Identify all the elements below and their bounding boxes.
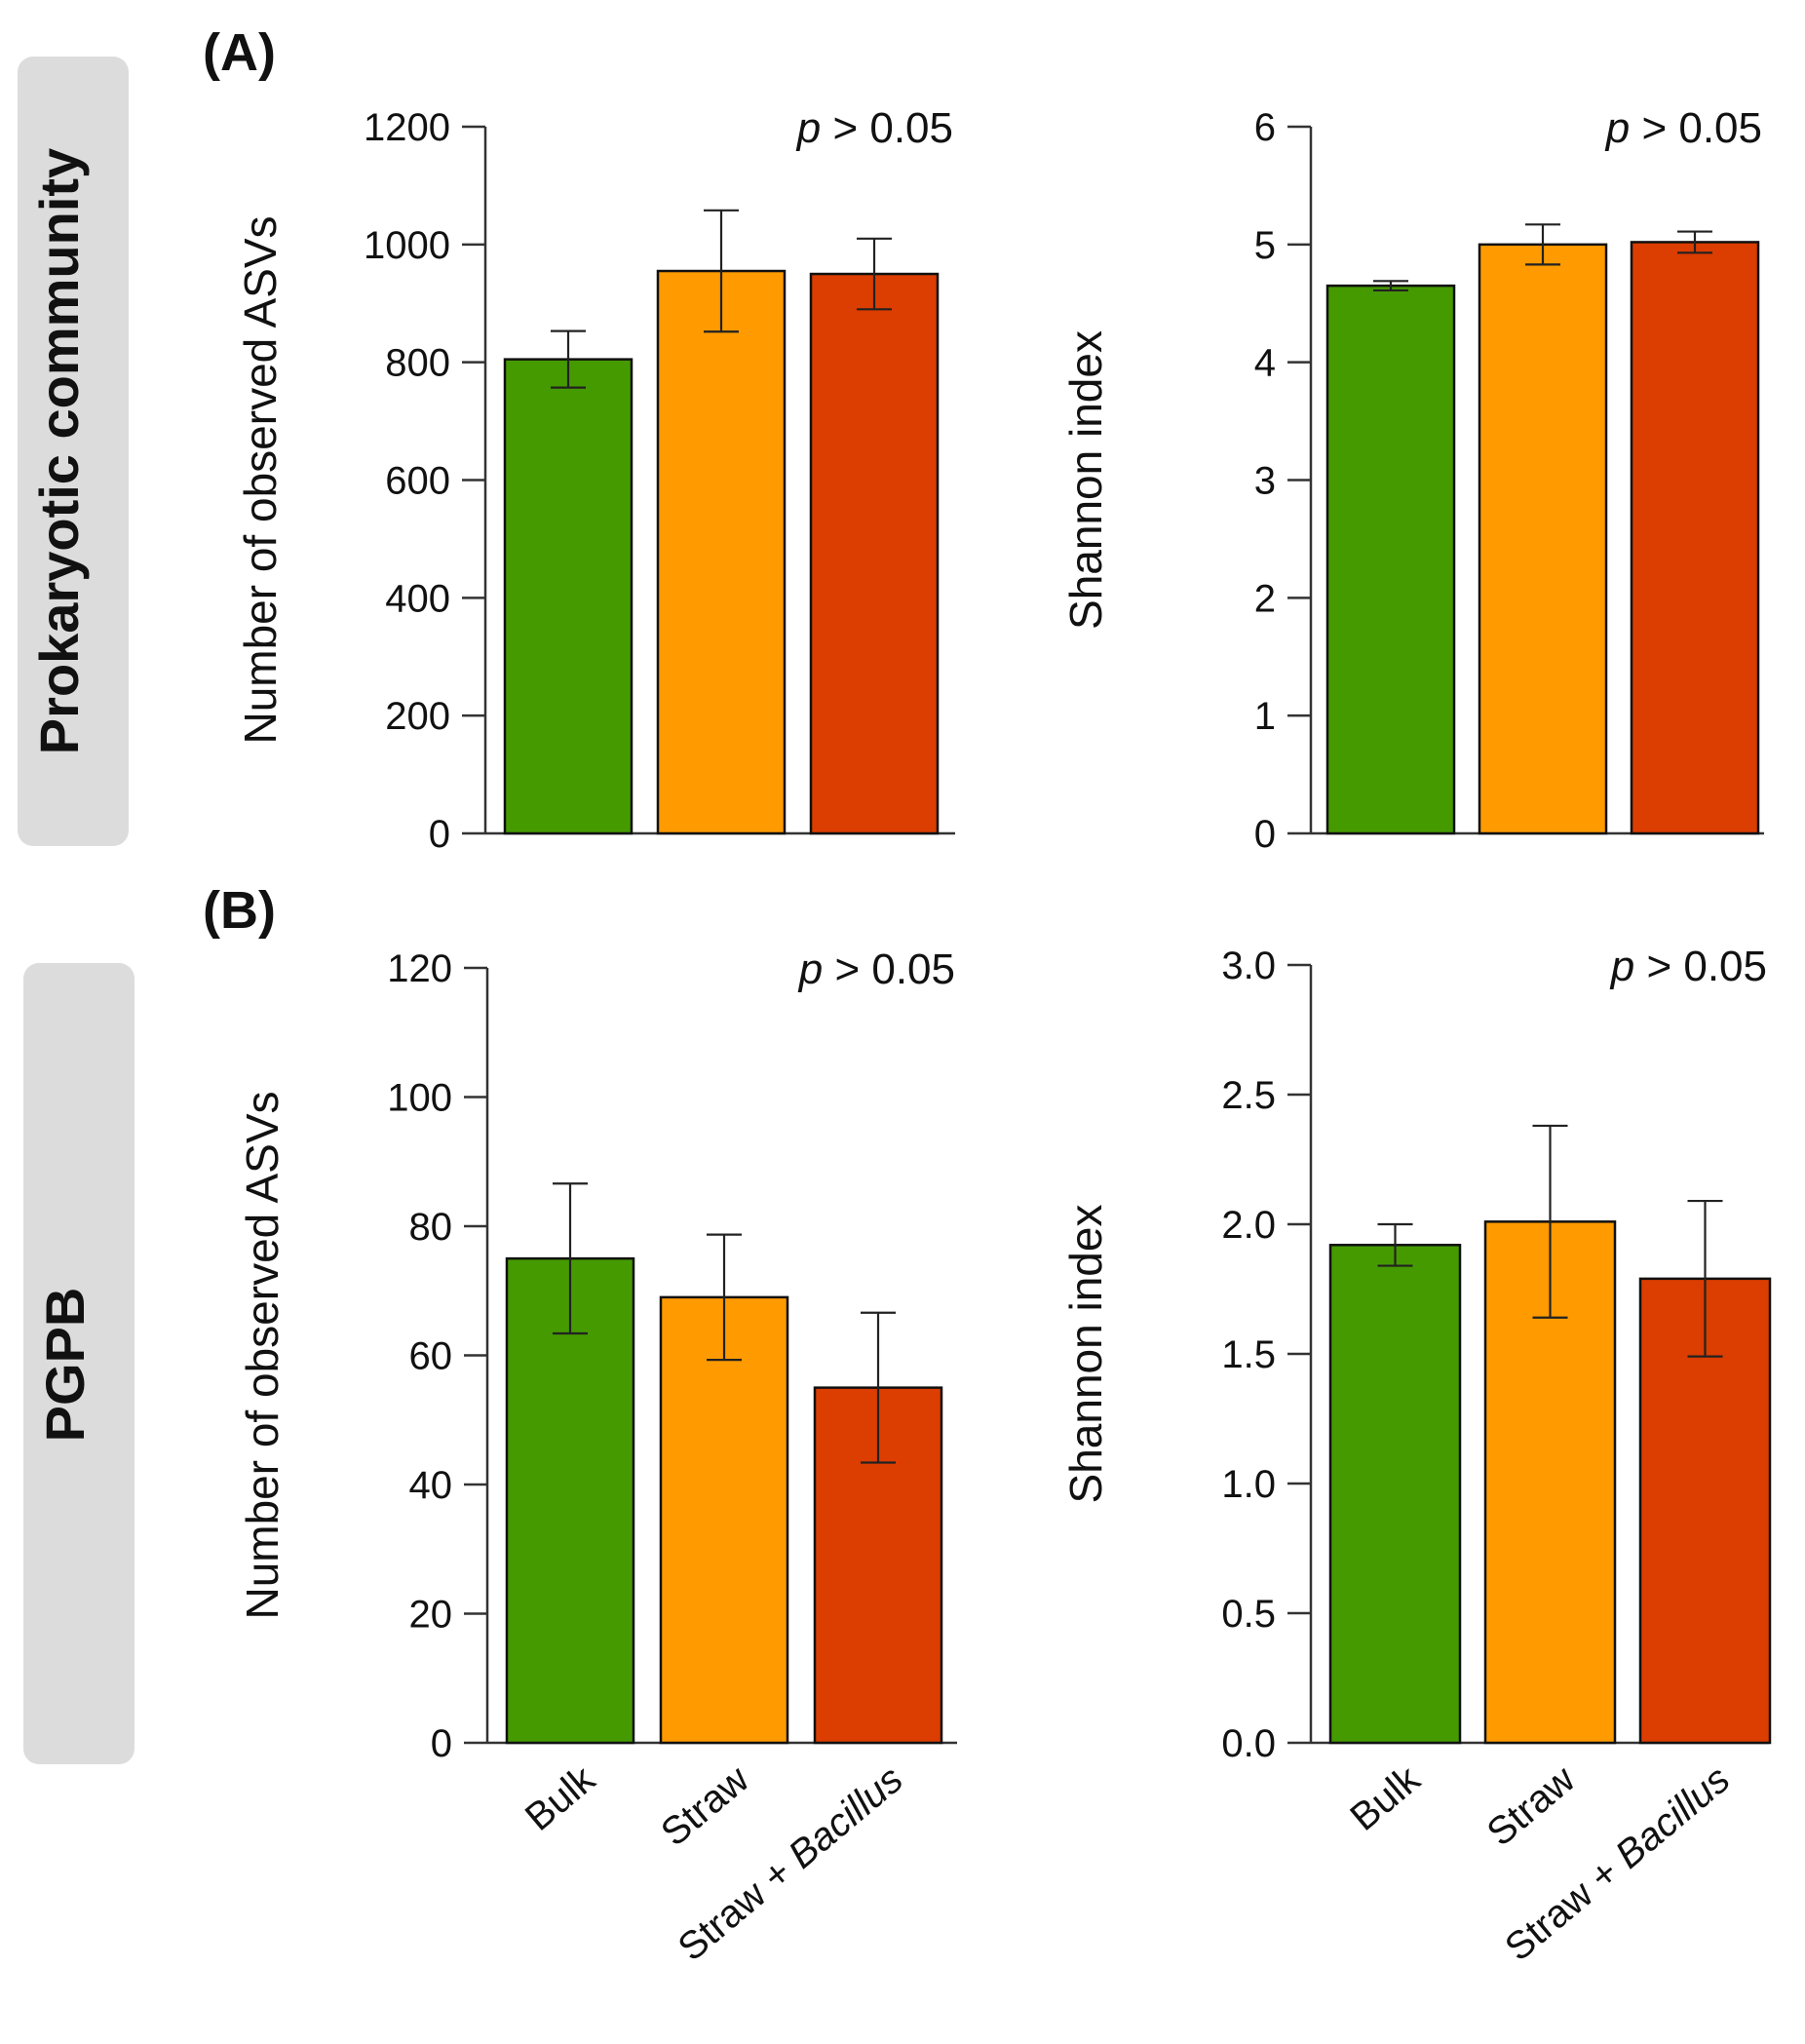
y-tick-label: 0.5 [1221,1593,1276,1636]
p-value-symbol: p [1609,943,1634,990]
y-tick-label: 80 [409,1206,453,1249]
y-tick-label: 6 [1254,106,1276,149]
y-tick-label: 0 [431,1722,452,1765]
x-category-label-text: Bulk [518,1757,604,1839]
p-value-text: > 0.05 [821,104,953,152]
y-tick-label: 0 [1254,813,1276,856]
p-value-annotation: p > 0.05 [795,104,953,152]
x-category-label: Straw [1479,1757,1584,1855]
x-category-label: Bulk [518,1757,604,1839]
x-category-label: Straw [653,1757,757,1855]
y-tick-label: 5 [1254,224,1276,267]
y-tick-label: 1000 [364,224,450,267]
p-value-text: > 0.05 [1634,943,1767,990]
y-tick-label: 2.5 [1221,1074,1276,1117]
chart-2: 0 20 40 60 80 100 120 Number of observed ASVs p … [237,945,957,1970]
x-category-label-text: Straw + [671,1844,809,1970]
y-axis-title: Number of observed ASVs [235,215,286,744]
x-category-label-text: Straw [1479,1757,1584,1855]
bar-bulk [1325,284,1456,835]
y-tick-label: 1 [1254,695,1276,738]
y-tick-label: 100 [387,1077,452,1120]
y-tick-label: 1200 [364,106,450,149]
bar-bulk [503,358,634,835]
p-value-text: > 0.05 [1630,104,1762,152]
y-tick-label: 600 [385,460,450,503]
y-axis-title: Shannon index [1060,330,1111,630]
y-tick-label: 0 [429,813,450,856]
y-axis-title: Shannon index [1060,1205,1111,1504]
panel-letter-a: (A) [203,23,276,82]
p-value-annotation: p > 0.05 [797,945,955,993]
p-value-symbol: p [795,104,821,152]
y-tick-label: 3.0 [1221,945,1276,987]
y-tick-label: 2 [1254,577,1276,620]
bar-straw [656,269,787,835]
bar-straw-bacillus [1630,241,1760,835]
y-tick-label: 0.0 [1221,1722,1276,1765]
row-a-side-tab [18,57,129,846]
bar-straw [1478,243,1608,835]
bar-straw-bacillus [1638,1277,1772,1745]
panel-letter-b: (B) [203,881,276,940]
x-category-label: Bulk [1342,1757,1429,1839]
p-value-symbol: p [1604,104,1630,152]
row-a-side-label: Prokaryotic community [28,148,90,754]
y-tick-label: 40 [409,1464,453,1507]
p-value-annotation: p > 0.05 [1609,943,1767,990]
x-category-label-italic: Bacillus [781,1757,911,1876]
y-tick-label: 1.5 [1221,1333,1276,1376]
p-value-annotation: p > 0.05 [1604,104,1762,152]
x-category-label-text: Straw + [1497,1844,1635,1970]
p-value-symbol: p [797,945,823,993]
y-tick-label: 4 [1254,342,1276,385]
y-tick-label: 20 [409,1594,453,1637]
y-tick-label: 200 [385,695,450,738]
p-value-text: > 0.05 [823,945,955,993]
y-tick-label: 60 [409,1335,453,1378]
y-tick-label: 400 [385,577,450,620]
row-b-side-tab [23,963,134,1764]
chart-3: 0.0 0.5 1.0 1.5 2.0 2.5 3.0 Shannon index p > 0.… [1060,943,1772,1970]
y-axis-title: Number of observed ASVs [237,1091,288,1619]
row-b-side-label: PGPB [34,1288,96,1443]
y-tick-label: 1.0 [1221,1463,1276,1506]
bar-bulk [505,1256,635,1745]
y-tick-label: 3 [1254,460,1276,503]
x-category-label-text: Straw [653,1757,757,1855]
x-category-label-italic: Bacillus [1607,1757,1738,1876]
y-tick-label: 800 [385,342,450,385]
bar-bulk [1328,1244,1462,1745]
y-tick-label: 2.0 [1221,1204,1276,1247]
chart-0: 0 200 400 600 800 1000 1200 Number of observed … [235,104,955,856]
chart-1: 0 1 2 3 4 5 6 Shannon index p > 0.05 [1060,104,1764,856]
y-tick-label: 120 [387,947,452,990]
bar-straw-bacillus [809,272,940,835]
bar-straw [659,1295,789,1745]
x-category-label-text: Bulk [1342,1757,1429,1839]
